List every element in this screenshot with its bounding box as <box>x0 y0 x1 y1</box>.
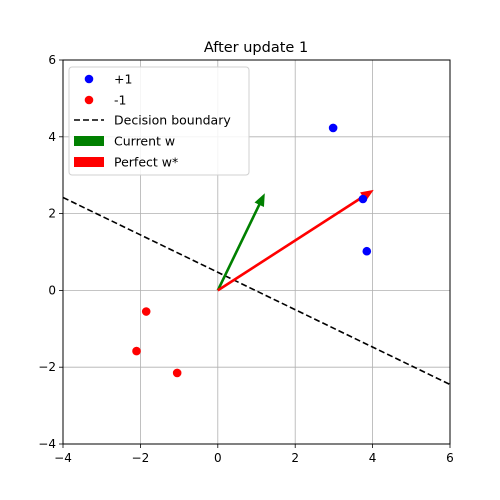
y-tick-label: −2 <box>38 360 56 374</box>
legend-label: Decision boundary <box>114 113 231 128</box>
positive-point <box>328 123 338 133</box>
perfect-w-arrow-shaft <box>217 195 365 292</box>
legend-label: Current w <box>114 134 175 149</box>
current-w-arrow-head <box>254 193 265 208</box>
negative-point <box>141 307 151 316</box>
x-tick-label: −2 <box>132 451 150 465</box>
y-tick-label: 0 <box>48 283 56 297</box>
positive-point <box>358 194 368 204</box>
legend-marker <box>74 136 104 146</box>
y-tick-label: 4 <box>48 130 56 144</box>
legend-marker <box>74 157 104 167</box>
current-w-arrow <box>216 193 265 291</box>
current-w-arrow-shaft <box>216 203 261 291</box>
negative-point <box>132 346 141 356</box>
y-tick-label: 2 <box>48 207 56 221</box>
negative-point <box>172 368 182 378</box>
x-tick-label: 4 <box>369 451 377 465</box>
plot-frame <box>62 59 451 445</box>
legend-label: +1 <box>114 72 132 87</box>
legend-marker <box>84 74 94 84</box>
y-tick-label: 6 <box>48 53 56 67</box>
x-tick-label: −4 <box>54 451 72 465</box>
legend: +1 -1 Decision boundary Current w Perfect w* <box>68 66 250 176</box>
decision-boundary-line <box>63 196 450 386</box>
legend-label: -1 <box>114 93 126 108</box>
plot-data <box>63 123 450 386</box>
y-tick-label: −4 <box>38 437 56 451</box>
legend-box <box>68 66 250 176</box>
legend-marker <box>84 95 94 105</box>
x-tick-label: 0 <box>214 451 222 465</box>
x-tick-label: 2 <box>291 451 299 465</box>
positive-point <box>362 246 372 256</box>
x-tick-label: 6 <box>446 451 454 465</box>
legend-label: Perfect w* <box>114 155 178 170</box>
axis-ticks: −4 −2 0 2 4 6 −4 −2 0 2 4 6 <box>38 53 454 465</box>
chart-title: After update 1 <box>204 40 308 56</box>
